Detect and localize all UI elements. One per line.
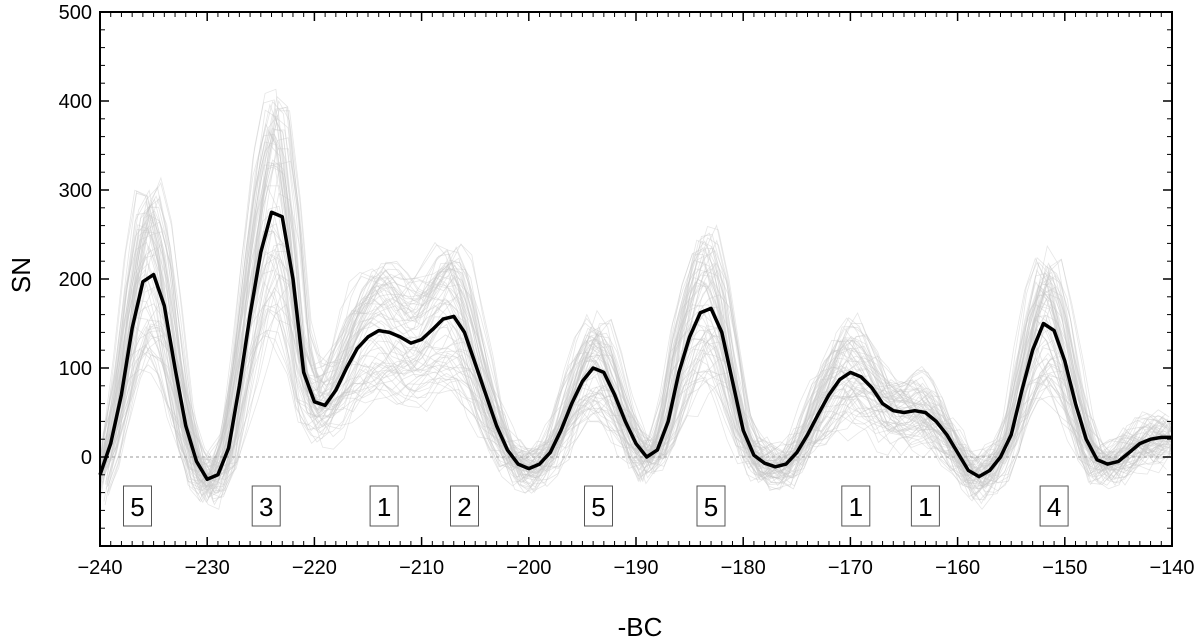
ensemble-line	[101, 166, 1173, 505]
cycle-label-box	[584, 485, 613, 527]
ensemble-line	[100, 128, 1173, 501]
ensemble-line	[106, 110, 1173, 506]
ensemble-line	[100, 100, 1173, 498]
ensemble-line	[107, 275, 1173, 496]
ensemble-line	[104, 251, 1173, 485]
ensemble-line	[105, 95, 1173, 501]
ensemble-line	[99, 335, 1166, 485]
x-tick-label: −210	[399, 557, 444, 579]
ensemble-line	[99, 123, 1167, 497]
ensemble-line	[108, 274, 1173, 479]
ensemble-line	[99, 131, 1170, 483]
ensemble-line	[99, 133, 1165, 502]
y-tick-label: 400	[59, 91, 92, 113]
x-tick-label: −220	[292, 557, 337, 579]
ensemble-line	[99, 161, 1173, 502]
ensemble-line	[99, 205, 1170, 485]
x-tick-label: −230	[185, 557, 230, 579]
ensemble-line	[99, 162, 1169, 494]
ensemble-line	[99, 103, 1171, 491]
ensemble-line	[99, 99, 1165, 492]
ensemble-line	[99, 253, 1172, 503]
ensemble-line	[106, 252, 1173, 489]
ensemble-line	[106, 192, 1173, 494]
ensemble-line	[107, 319, 1173, 492]
ensemble-line	[99, 162, 1170, 482]
cycle-label-text: 1	[918, 492, 932, 522]
cycle-label-box	[123, 485, 152, 527]
cycle-label-text: 4	[1047, 492, 1061, 522]
ensemble-line	[99, 250, 1166, 487]
cycle-label-box	[251, 485, 281, 527]
ensemble-line	[107, 282, 1173, 493]
ensemble-line	[99, 269, 1164, 488]
cycle-label-box	[1039, 485, 1069, 527]
x-tick-label: −150	[1042, 557, 1087, 579]
x-tick-label: −200	[506, 557, 551, 579]
ensemble-line	[103, 106, 1173, 502]
ensemble-line	[99, 136, 1166, 503]
ensemble-line	[99, 114, 1168, 504]
ensemble-line	[105, 117, 1173, 499]
cycle-label-box	[369, 485, 399, 527]
cycle-label-text: 1	[849, 492, 863, 522]
y-tick-label: 300	[59, 180, 92, 202]
x-axis-title: -BC	[618, 612, 663, 640]
cycle-label-text: 3	[259, 492, 273, 522]
y-tick-label: 100	[59, 358, 92, 380]
ensemble-line	[99, 309, 1170, 484]
ensemble-line	[99, 223, 1167, 473]
ensemble-line	[99, 304, 1165, 477]
cycle-label-text: 5	[591, 492, 605, 522]
ensemble-line	[99, 230, 1164, 474]
ensemble-line	[99, 231, 1164, 487]
cycle-label-box	[450, 485, 479, 527]
ensemble-line	[99, 165, 1168, 476]
ensemble-line	[99, 222, 1173, 493]
tick-labels: −240 −230 −220 −210 −200 −190 −180 −170 −160 −150…	[59, 2, 1195, 579]
cycle-label-text: 1	[377, 492, 391, 522]
x-tick-label: −170	[828, 557, 873, 579]
ensemble-line	[102, 129, 1173, 496]
ensemble-line	[100, 159, 1173, 499]
ensemble-line	[99, 129, 1169, 490]
ensemble-line	[99, 329, 1168, 476]
cycle-label-text: 5	[704, 492, 718, 522]
ensemble-line	[99, 329, 1167, 496]
ensemble-line	[106, 242, 1173, 503]
ensemble-line	[104, 303, 1173, 476]
ensemble-line	[107, 160, 1173, 496]
ensemble-line	[99, 308, 1170, 486]
y-tick-label: 0	[81, 447, 92, 469]
ensemble-line	[99, 183, 1168, 492]
axis-ticks	[99, 11, 1173, 547]
x-tick-label: −240	[77, 557, 122, 579]
ensemble-lines	[99, 88, 1173, 510]
ensemble-line	[105, 137, 1173, 490]
ensemble-line	[99, 109, 1166, 492]
cycle-label-boxes: 5 3 1 2 5 5 1 1 4	[123, 485, 1069, 527]
cycle-label-box	[696, 485, 726, 527]
mean-line-layer	[98, 210, 1172, 482]
x-tick-label: −140	[1149, 557, 1194, 579]
x-tick-label: −180	[721, 557, 766, 579]
ensemble-line	[102, 133, 1173, 510]
y-tick-label: 500	[59, 2, 92, 24]
cycle-label-box	[910, 485, 940, 527]
x-tick-label: −190	[613, 557, 658, 579]
cycle-label-box	[841, 485, 871, 527]
y-axis-title: SN	[6, 257, 36, 293]
mean-series-line	[98, 210, 1172, 482]
ensemble-line	[104, 273, 1173, 482]
ensemble-line	[99, 255, 1169, 497]
y-tick-label: 200	[59, 269, 92, 291]
ensemble-line	[106, 99, 1173, 494]
cycle-label-text: 5	[130, 492, 144, 522]
x-tick-label: −160	[935, 557, 980, 579]
cycle-label-text: 2	[457, 492, 471, 522]
